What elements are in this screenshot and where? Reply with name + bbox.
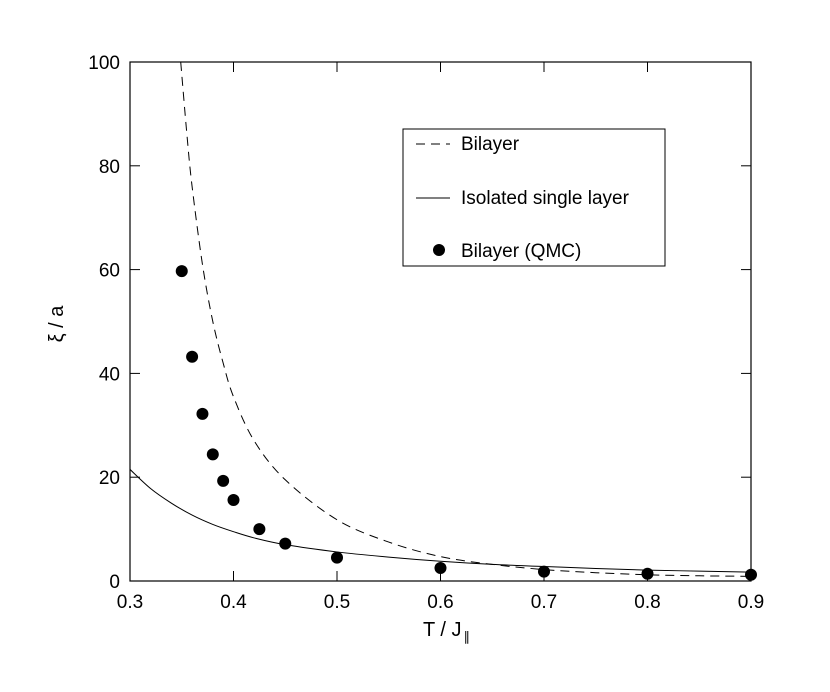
qmc-point bbox=[331, 551, 343, 564]
qmc-point bbox=[745, 568, 757, 581]
qmc-point bbox=[186, 350, 199, 363]
bilayer-curve bbox=[180, 62, 751, 577]
qmc-point bbox=[641, 567, 654, 580]
x-tick-label: 0.6 bbox=[427, 592, 453, 613]
y-tick-label: 0 bbox=[109, 572, 120, 593]
x-axis-label: T / J ∥ bbox=[423, 619, 470, 644]
qmc-point bbox=[279, 537, 292, 550]
y-tick-label: 80 bbox=[99, 157, 120, 178]
qmc-point bbox=[175, 265, 188, 278]
x-tick-label: 0.3 bbox=[117, 592, 143, 613]
x-tick-label: 0.9 bbox=[738, 592, 764, 613]
qmc-point bbox=[196, 407, 209, 420]
y-tick-label: 20 bbox=[99, 468, 120, 489]
legend-label-bilayer: Bilayer bbox=[461, 134, 520, 155]
y-tick-label: 40 bbox=[99, 364, 120, 385]
legend-label-qmc: Bilayer (QMC) bbox=[461, 241, 581, 262]
legend-marker-qmc bbox=[433, 244, 445, 256]
legend: Bilayer Isolated single layer Bilayer (Q… bbox=[402, 128, 666, 267]
x-tick-label: 0.4 bbox=[220, 592, 247, 613]
x-tick-label: 0.7 bbox=[531, 592, 557, 613]
qmc-point bbox=[227, 494, 240, 507]
x-axis-label-main: T / J bbox=[423, 619, 462, 641]
markers-layer bbox=[175, 265, 757, 581]
axis-ticks: 0.3 0.4 0.5 0.6 0.7 0.8 0.9 0 20 40 60 80 100 bbox=[88, 53, 764, 613]
qmc-point bbox=[538, 565, 550, 578]
y-tick-label: 60 bbox=[99, 261, 120, 282]
y-axis-label: ξ / a bbox=[46, 305, 68, 343]
qmc-point bbox=[217, 474, 230, 487]
legend-label-single-layer: Isolated single layer bbox=[461, 188, 630, 209]
y-tick-label: 100 bbox=[88, 53, 120, 74]
qmc-point bbox=[434, 562, 447, 575]
qmc-point bbox=[206, 448, 219, 461]
x-axis-label-subscript: ∥ bbox=[464, 629, 471, 644]
x-tick-label: 0.8 bbox=[634, 592, 660, 613]
qmc-point bbox=[253, 523, 266, 536]
x-tick-label: 0.5 bbox=[324, 592, 350, 613]
